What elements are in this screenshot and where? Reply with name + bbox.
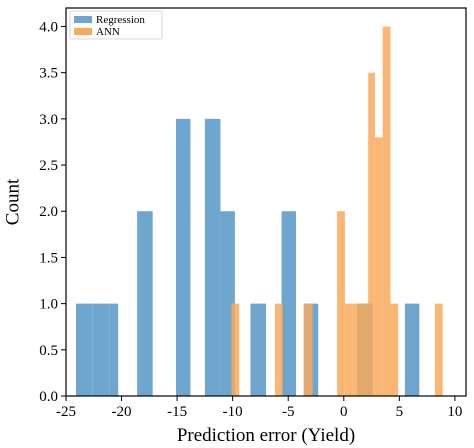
y-tick-label: 2.0: [39, 204, 58, 220]
regression-bar-8: [281, 211, 296, 396]
ann-bar-4: [344, 303, 353, 396]
ann-bar-8: [374, 137, 383, 396]
legend-swatch-regression: [74, 16, 92, 23]
ann-bar-11: [434, 303, 443, 396]
x-tick-label: -15: [167, 404, 187, 420]
x-tick-label: 5: [396, 404, 404, 420]
y-tick-label: 3.0: [39, 112, 58, 128]
regression-bar-5: [204, 118, 221, 397]
legend-label-regression: Regression: [96, 14, 145, 26]
y-tick-label: 2.5: [39, 158, 58, 174]
x-tick-label: 0: [340, 404, 348, 420]
regression-bar-1: [92, 303, 110, 396]
legend: Regression ANN: [69, 10, 163, 40]
regression-bar-2: [109, 303, 119, 396]
y-tick-label: 3.5: [39, 66, 58, 82]
x-tick-label: -5: [282, 404, 295, 420]
ann-bar-5: [352, 303, 361, 396]
y-tick-label: 1.0: [39, 297, 58, 313]
regression-bar-4: [176, 118, 191, 397]
y-tick-label: 4.0: [39, 19, 58, 35]
ann-bar-2: [303, 303, 313, 396]
y-axis-title: Count: [2, 178, 23, 225]
y-axis-ticks: 0.0 0.5 1.0 1.5 2.0 2.5 3.0 3.5 4.0: [39, 19, 66, 405]
plot-area-frame: [65, 7, 467, 397]
ann-bar-6: [360, 303, 369, 396]
legend-label-ann: ANN: [96, 26, 120, 38]
legend-swatch-ann: [74, 28, 92, 35]
legend-box: [69, 10, 163, 40]
x-tick-label: -10: [223, 404, 243, 420]
x-tick-label: -25: [56, 404, 76, 420]
ann-bar-7: [368, 72, 375, 397]
y-tick-label: 0.0: [39, 389, 58, 405]
regression-bar-0: [76, 303, 93, 396]
x-tick-label: 10: [447, 404, 462, 420]
x-axis-title: Prediction error (Yield): [177, 425, 355, 446]
y-tick-label: 1.5: [39, 250, 58, 266]
regression-bar-3: [137, 211, 153, 396]
ann-bar-1: [274, 303, 283, 396]
regression-bar-11: [404, 303, 420, 396]
ann-bar-9: [382, 26, 391, 396]
ann-bars: [231, 26, 443, 397]
x-tick-label: -20: [112, 404, 132, 420]
ann-bar-10: [390, 303, 399, 396]
ann-bar-0: [231, 303, 240, 396]
x-axis-ticks: -25 -20 -15 -10 -5 0 5 10: [56, 396, 462, 420]
y-tick-label: 0.5: [39, 343, 58, 359]
ann-bar-3: [337, 211, 345, 396]
regression-bar-6: [220, 211, 235, 396]
regression-bar-7: [250, 303, 266, 396]
